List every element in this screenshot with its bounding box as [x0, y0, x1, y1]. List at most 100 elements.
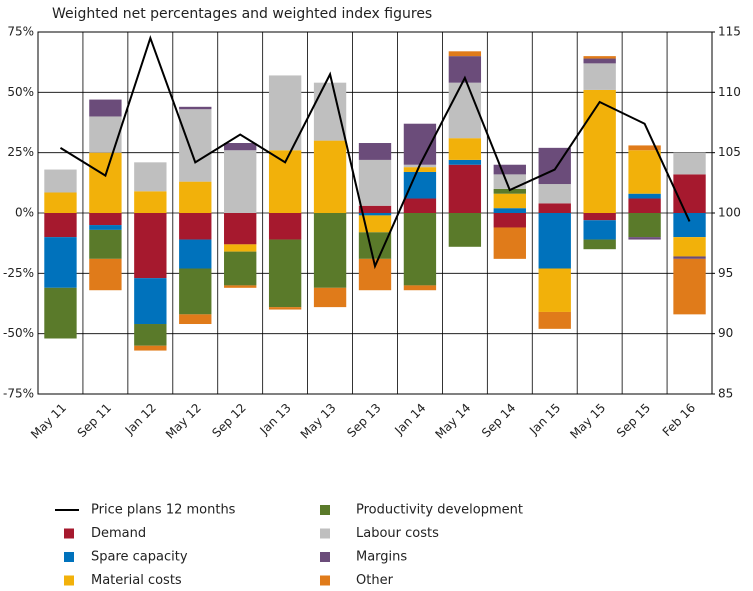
bar: [673, 256, 706, 259]
bar: [179, 239, 212, 269]
bar: [44, 237, 77, 288]
legend-swatch: [320, 505, 330, 515]
legend-label: Productivity development: [356, 503, 523, 518]
x-tick-label: Sep 13: [344, 401, 383, 440]
bar: [628, 237, 661, 240]
bar: [89, 213, 122, 226]
y2-tick-label: 90: [718, 326, 733, 340]
x-tick-label: May 15: [567, 401, 608, 442]
y2-tick-label: 105: [718, 145, 741, 159]
bar: [673, 237, 706, 257]
legend-label: Material costs: [91, 573, 182, 588]
y2-tick-label: 95: [718, 266, 733, 280]
bar: [673, 174, 706, 213]
bar: [583, 239, 616, 250]
legend-label: Spare capacity: [91, 550, 188, 565]
bar: [224, 244, 257, 252]
bar: [89, 152, 122, 213]
bar: [493, 188, 526, 194]
bar: [179, 213, 212, 240]
bar: [493, 193, 526, 209]
x-tick-label: May 13: [298, 401, 339, 442]
bar: [673, 258, 706, 315]
plot-frame: [37, 31, 713, 395]
y-tick-label: -25%: [3, 266, 34, 280]
x-tick-label: Jan 12: [122, 401, 159, 438]
y-tick-label: 25%: [7, 145, 34, 159]
bar: [448, 51, 482, 57]
bar: [358, 213, 392, 216]
chart-title: Weighted net percentages and weighted in…: [52, 6, 432, 22]
bar: [313, 213, 347, 288]
bar: [179, 181, 212, 213]
bar: [44, 213, 77, 238]
bar: [403, 171, 437, 199]
bar: [134, 191, 167, 213]
legend-swatch: [64, 528, 74, 539]
x-tick-label: May 12: [163, 401, 204, 442]
bar: [628, 193, 661, 199]
bar: [268, 239, 302, 308]
bar: [628, 150, 661, 194]
bar: [628, 213, 661, 238]
bar: [134, 213, 167, 279]
bar: [89, 116, 122, 153]
y-tick-label: 0%: [15, 206, 34, 220]
y-tick-label: 50%: [7, 85, 34, 99]
bar: [538, 268, 571, 312]
bar: [448, 138, 482, 160]
bar: [268, 307, 302, 310]
y-tick-label: -50%: [3, 326, 34, 340]
legend-label: Margins: [356, 550, 407, 565]
bar: [448, 82, 482, 139]
bar: [358, 159, 392, 206]
x-tick-label: Sep 15: [614, 401, 653, 440]
bar: [403, 167, 437, 172]
bar: [538, 184, 571, 204]
bar: [628, 145, 661, 151]
y-tick-label: 75%: [7, 25, 34, 39]
legend-swatch: [320, 575, 330, 586]
bar: [268, 150, 302, 213]
bar: [538, 213, 571, 269]
bar: [358, 232, 392, 259]
bar: [224, 251, 257, 286]
legend-label: Price plans 12 months: [91, 503, 236, 518]
y2-tick-label: 110: [718, 85, 741, 99]
legend-label: Demand: [91, 526, 146, 541]
bar: [224, 285, 257, 288]
bar: [313, 287, 347, 308]
bar: [493, 174, 526, 189]
bar: [493, 213, 526, 228]
bar: [224, 143, 257, 151]
bar: [44, 287, 77, 339]
bar: [583, 58, 616, 64]
bar: [583, 213, 616, 221]
bar: [493, 164, 526, 175]
bar: [583, 63, 616, 90]
x-tick-label: May 11: [28, 401, 69, 442]
x-tick-label: Jan 14: [391, 401, 428, 438]
bar: [89, 99, 122, 117]
x-tick-label: Sep 14: [479, 401, 518, 440]
legend-swatch: [320, 552, 330, 562]
bar: [493, 227, 526, 259]
bar: [403, 213, 437, 286]
bar: [313, 140, 347, 213]
y2-tick-label: 100: [718, 206, 741, 220]
x-tick-label: Jan 15: [526, 401, 563, 438]
legend-swatch: [320, 528, 330, 539]
x-tick-label: Jan 13: [257, 401, 294, 438]
bar: [358, 205, 392, 213]
bar: [628, 198, 661, 213]
bar: [179, 314, 212, 325]
bar: [179, 268, 212, 315]
bar: [134, 324, 167, 346]
x-tick-label: May 14: [433, 401, 474, 442]
bar: [538, 311, 571, 329]
bar: [448, 213, 482, 247]
bar: [268, 213, 302, 240]
bar: [224, 213, 257, 245]
bar: [89, 229, 122, 259]
